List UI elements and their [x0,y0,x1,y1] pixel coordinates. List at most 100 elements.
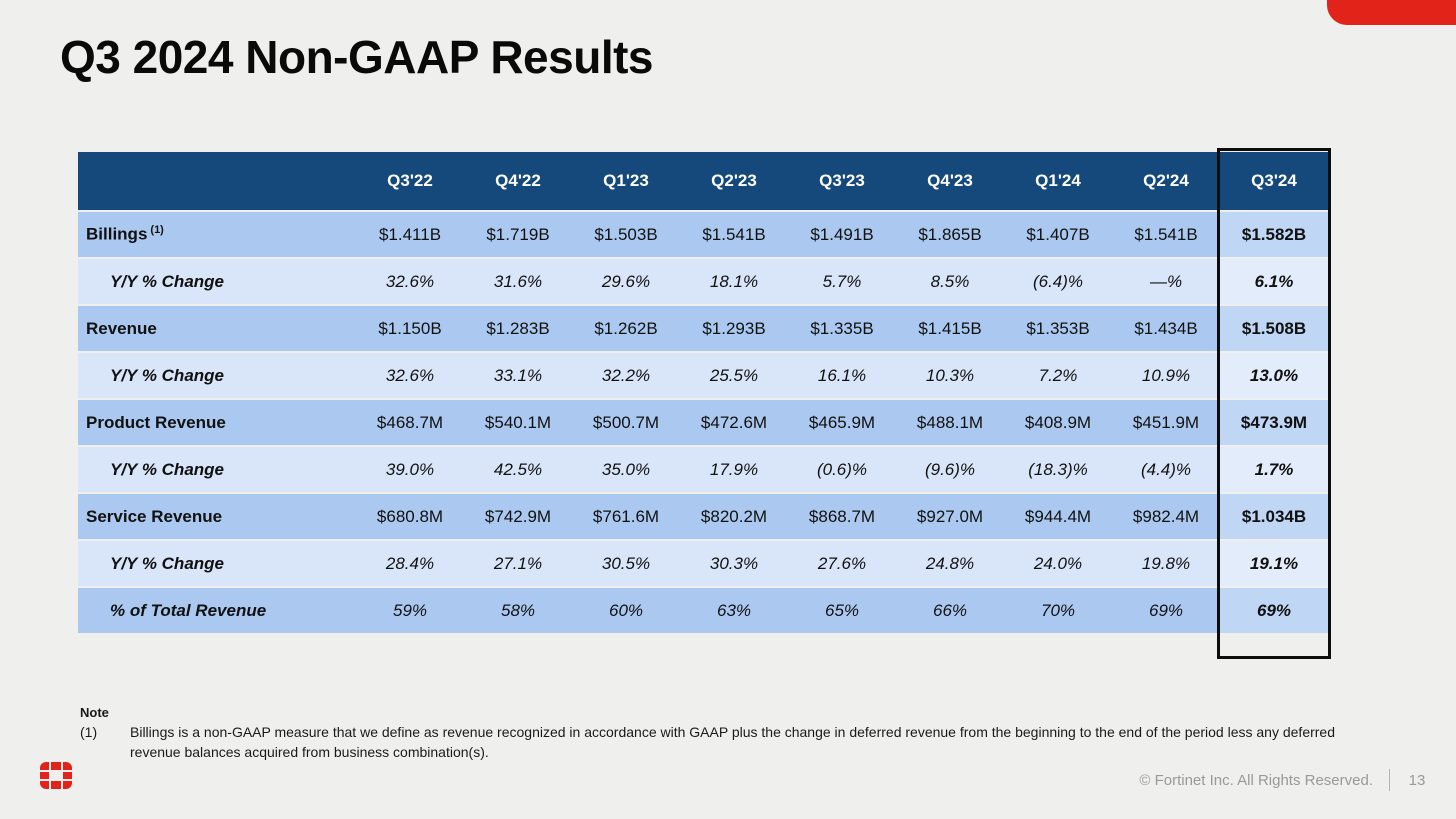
table-cell: 39.0% [356,447,464,494]
logo-cell [62,771,72,780]
table-cell: 7.2% [1004,353,1112,400]
table-cell: $1.262B [572,306,680,353]
table-cell: (0.6)% [788,447,896,494]
table-cell: $927.0M [896,494,1004,541]
table-cell: 28.4% [356,541,464,588]
column-header: Q4'22 [464,152,572,212]
row-label: Y/Y % Change [78,541,356,588]
table-row: Service Revenue $680.8M $742.9M $761.6M $820… [78,494,1328,541]
table-cell: $1.407B [1004,212,1112,259]
table-cell: 63% [680,588,788,635]
table-cell: $680.8M [356,494,464,541]
column-header: Q4'23 [896,152,1004,212]
table-row: Revenue $1.150B $1.283B $1.262B $1.293B $1.33… [78,306,1328,353]
table-cell: 66% [896,588,1004,635]
corner-accent-tab [1327,0,1456,25]
table-cell: 13.0% [1220,353,1328,400]
table-cell: $944.4M [1004,494,1112,541]
logo-cell [40,762,50,770]
table-cell: 60% [572,588,680,635]
table-cell: $1.541B [680,212,788,259]
table-cell: 27.1% [464,541,572,588]
column-header: Q3'23 [788,152,896,212]
table-cell: 69% [1220,588,1328,635]
table-cell: $742.9M [464,494,572,541]
table-head: Q3'22 Q4'22 Q1'23 Q2'23 Q3'23 Q4'23 Q1'24 Q2'24… [78,152,1328,212]
row-label: Y/Y % Change [78,259,356,306]
table-cell: 31.6% [464,259,572,306]
logo-cell [40,781,50,789]
table-cell: $1.434B [1112,306,1220,353]
row-label: Y/Y % Change [78,353,356,400]
table-cell: 42.5% [464,447,572,494]
table-cell: $468.7M [356,400,464,447]
table-cell: $1.508B [1220,306,1328,353]
table-cell: 35.0% [572,447,680,494]
table-cell: $1.335B [788,306,896,353]
results-table: Q3'22 Q4'22 Q1'23 Q2'23 Q3'23 Q4'23 Q1'24 Q2'24… [78,152,1328,635]
fortinet-logo-icon [40,762,72,789]
table-cell: $982.4M [1112,494,1220,541]
table-cell: 10.9% [1112,353,1220,400]
table-cell: $1.491B [788,212,896,259]
table-cell: $1.353B [1004,306,1112,353]
table-cell: $473.9M [1220,400,1328,447]
table-cell: $540.1M [464,400,572,447]
table-cell: $1.150B [356,306,464,353]
table-cell: $472.6M [680,400,788,447]
footnote-reference: (1) [150,224,164,237]
table-cell: $1.034B [1220,494,1328,541]
table-cell: $465.9M [788,400,896,447]
column-header: Q3'22 [356,152,464,212]
table-cell: 32.6% [356,353,464,400]
table-cell: 24.8% [896,541,1004,588]
footnote-row: (1) Billings is a non-GAAP measure that … [80,723,1380,762]
copyright-text: © Fortinet Inc. All Rights Reserved. [1139,771,1373,789]
table-cell: 6.1% [1220,259,1328,306]
table-cell: 32.6% [356,259,464,306]
table-cell: $1.415B [896,306,1004,353]
table-cell: $1.582B [1220,212,1328,259]
logo-cell [51,762,61,770]
table-cell: 16.1% [788,353,896,400]
column-header: Q2'24 [1112,152,1220,212]
table-row: Billings (1) $1.411B $1.719B $1.503B $1.541B $… [78,212,1328,259]
table-row: Product Revenue $468.7M $540.1M $500.7M $472… [78,400,1328,447]
table-cell: $1.293B [680,306,788,353]
table-cell: —% [1112,259,1220,306]
table-cell: (9.6)% [896,447,1004,494]
row-label: Service Revenue [78,494,356,541]
footnote-title: Note [80,705,109,720]
row-label: Y/Y % Change [78,447,356,494]
logo-cell [62,762,72,770]
table-body: Billings (1) $1.411B $1.719B $1.503B $1.541B $… [78,212,1328,635]
table-cell: 24.0% [1004,541,1112,588]
table-cell: 25.5% [680,353,788,400]
page-number: 13 [1408,771,1426,789]
table-cell: 58% [464,588,572,635]
slide-footer: © Fortinet Inc. All Rights Reserved. 13 [1139,769,1428,791]
table-cell: 69% [1112,588,1220,635]
column-header-empty [78,152,356,212]
table-row: Y/Y % Change 39.0% 42.5% 35.0% 17.9% (0.6)% (9… [78,447,1328,494]
footer-divider [1389,769,1390,791]
table-cell: 17.9% [680,447,788,494]
footnote-text: Billings is a non-GAAP measure that we d… [130,724,1335,760]
table-cell: 59% [356,588,464,635]
table-cell: 5.7% [788,259,896,306]
logo-cell [40,771,50,780]
table-cell: $1.719B [464,212,572,259]
logo-cell [51,781,61,789]
table-cell: 8.5% [896,259,1004,306]
row-label: Revenue [78,306,356,353]
table-header-row: Q3'22 Q4'22 Q1'23 Q2'23 Q3'23 Q4'23 Q1'24 Q2'24… [78,152,1328,212]
column-header: Q1'24 [1004,152,1112,212]
table-cell: 1.7% [1220,447,1328,494]
table-cell: 18.1% [680,259,788,306]
table-cell: $1.541B [1112,212,1220,259]
table-row: Y/Y % Change 32.6% 33.1% 32.2% 25.5% 16.1% 10.… [78,353,1328,400]
row-label: Product Revenue [78,400,356,447]
table-cell: 19.8% [1112,541,1220,588]
logo-cell-empty [51,772,60,780]
